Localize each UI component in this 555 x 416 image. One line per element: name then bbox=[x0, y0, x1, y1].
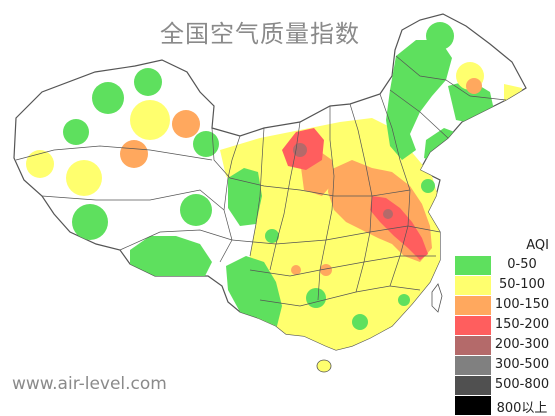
region-very-unhealthy-corridor bbox=[383, 209, 393, 219]
region-moderate-xinjiang-1 bbox=[130, 100, 170, 140]
region-sensitive-chongqing bbox=[320, 264, 332, 276]
map-canvas: 全国空气质量指数 www.air-level.com AQI 0-50 50-10… bbox=[12, 13, 555, 416]
region-good-fujian bbox=[398, 294, 410, 306]
legend-item: 800以上 bbox=[455, 396, 555, 416]
region-good-west-2 bbox=[180, 194, 212, 226]
region-moderate-xinjiang-2 bbox=[66, 160, 102, 196]
legend-label: 150-200 bbox=[494, 317, 550, 332]
region-good-xinjiang-2 bbox=[134, 68, 162, 96]
region-sensitive-northeast bbox=[466, 78, 482, 94]
legend-item: 500-800 bbox=[455, 376, 555, 395]
region-good-xinjiang-4 bbox=[193, 131, 219, 157]
legend-swatch bbox=[455, 396, 491, 415]
legend-label: 0-50 bbox=[507, 257, 537, 272]
legend-swatch bbox=[455, 356, 491, 375]
province-boundaries bbox=[15, 55, 507, 307]
legend-swatch bbox=[455, 336, 491, 355]
legend-item: 0-50 bbox=[455, 256, 555, 275]
map-title: 全国空气质量指数 bbox=[160, 20, 360, 48]
legend-item: 50-100 bbox=[455, 276, 555, 295]
aqi-color-layer bbox=[26, 22, 522, 350]
region-good-yunnan bbox=[226, 256, 282, 330]
site-watermark: www.air-level.com bbox=[12, 374, 167, 394]
legend-swatch bbox=[455, 316, 491, 335]
taiwan-island bbox=[431, 283, 443, 313]
legend-label: 500-800 bbox=[494, 377, 550, 392]
legend-item: 200-300 bbox=[455, 336, 555, 355]
region-sensitive-xinjiang-1 bbox=[172, 110, 200, 138]
legend-item: 150-200 bbox=[455, 316, 555, 335]
legend-swatch bbox=[455, 256, 491, 275]
legend-label: 50-100 bbox=[498, 277, 546, 292]
region-sensitive-xinjiang-2 bbox=[120, 140, 148, 168]
legend-label: 100-150 bbox=[494, 297, 550, 312]
region-good-tibet bbox=[130, 236, 212, 282]
region-good-heilongjiang bbox=[426, 22, 454, 50]
legend-label: 200-300 bbox=[494, 337, 550, 352]
hainan-island bbox=[316, 359, 332, 373]
region-moderate-xinjiang-3 bbox=[26, 150, 54, 178]
region-good-northeast bbox=[386, 40, 452, 160]
aqi-legend: AQI 0-50 50-100 100-150 150-200 200-300 300-5… bbox=[453, 236, 555, 416]
legend-item: 300-500 bbox=[455, 356, 555, 375]
china-aqi-map bbox=[13, 13, 527, 373]
region-good-shandong bbox=[421, 179, 435, 193]
region-good-xinjiang-3 bbox=[63, 119, 89, 145]
region-sensitive-guizhou bbox=[291, 265, 301, 275]
legend-label: 300-500 bbox=[494, 357, 550, 372]
region-good-qinghai bbox=[228, 168, 262, 226]
region-good-guangdong bbox=[352, 314, 368, 330]
legend-swatch bbox=[455, 376, 491, 395]
region-good-xinjiang-1 bbox=[92, 82, 124, 114]
legend-swatch bbox=[455, 296, 491, 315]
region-good-west-1 bbox=[72, 204, 108, 240]
legend-item: 100-150 bbox=[455, 296, 555, 315]
region-good-sichuan bbox=[265, 229, 279, 243]
region-good-guangxi bbox=[306, 288, 326, 308]
legend-swatch bbox=[455, 276, 491, 295]
legend-title: AQI bbox=[526, 238, 549, 253]
